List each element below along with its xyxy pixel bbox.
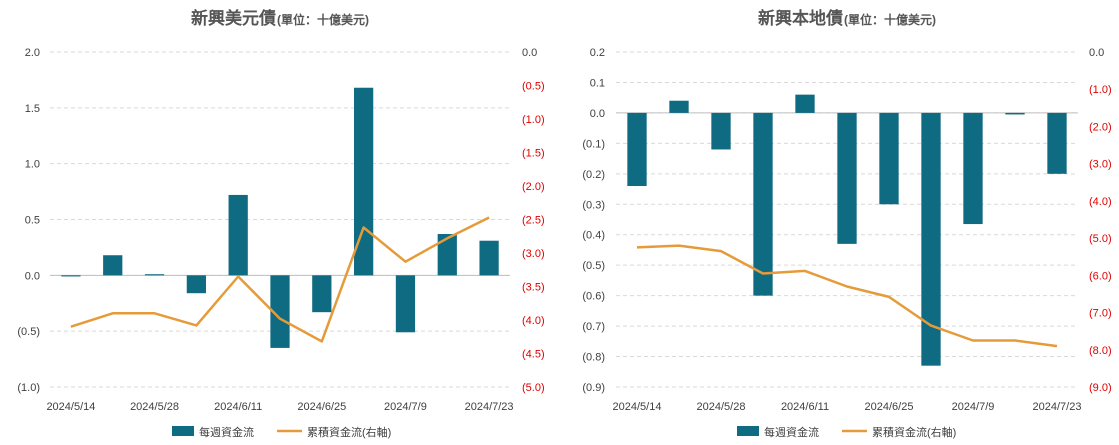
y-left-tick-label: 0.0	[590, 108, 605, 120]
weekly-flow-bar	[228, 194, 248, 276]
y-right-tick-label: (2.0)	[1089, 121, 1112, 133]
weekly-flow-bar	[963, 112, 983, 225]
chart-title-main: 新興美元債	[191, 8, 276, 28]
legend-bar-label: 每週資金流	[764, 425, 819, 439]
y-left-tick-label: 0.0	[25, 270, 40, 282]
y-left-tick-label: 2.0	[25, 47, 40, 59]
y-right-tick-label: (0.5)	[522, 81, 545, 93]
y-right-tick-label: 0.0	[1089, 47, 1104, 59]
x-tick-label: 2024/7/23	[1033, 401, 1082, 413]
weekly-flow-bar	[753, 112, 773, 296]
legend-bar-swatch	[172, 426, 194, 436]
y-left-tick-label: 1.0	[25, 159, 40, 171]
weekly-flow-bar	[354, 87, 374, 276]
y-right-tick-label: (3.0)	[1089, 159, 1112, 171]
legend: 每週資金流 累積資金流(右軸)	[737, 425, 956, 439]
weekly-flow-bar	[837, 112, 857, 244]
cumulative-flow-line	[70, 216, 490, 343]
y-right-tick-label: (7.0)	[1089, 308, 1112, 320]
y-right-tick-label: (4.5)	[522, 349, 545, 361]
y-right-tick-label: (6.0)	[1089, 270, 1112, 282]
y-right-tick-label: (9.0)	[1089, 382, 1112, 394]
x-tick-label: 2024/7/9	[384, 401, 427, 413]
weekly-flow-bar	[479, 240, 499, 276]
y-left-tick-label: (0.1)	[582, 138, 605, 150]
y-right-tick-label: (3.0)	[522, 248, 545, 260]
y-right-tick-label: (4.0)	[522, 315, 545, 327]
chart-title: 新興本地債(單位：十億美元)	[758, 8, 936, 28]
weekly-flow-bar	[437, 234, 457, 276]
weekly-flow-bar	[711, 112, 731, 150]
y-left-tick-label: (0.2)	[582, 169, 605, 181]
x-tick-label: 2024/7/9	[952, 401, 995, 413]
legend-line-label: 累積資金流(右軸)	[307, 425, 391, 439]
weekly-flow-bar	[395, 275, 416, 333]
y-right-tick-label: (1.0)	[522, 114, 545, 126]
x-tick-label: 2024/6/11	[214, 401, 262, 413]
x-tick-label: 2024/6/25	[865, 401, 914, 413]
weekly-flow-bar	[921, 112, 941, 366]
y-left-tick-label: (0.4)	[582, 230, 605, 242]
weekly-flow-bar	[144, 274, 165, 276]
weekly-flow-bar	[186, 275, 206, 294]
chart-title-unit: (單位：十億美元)	[844, 12, 936, 27]
weekly-flow-bar	[879, 112, 899, 205]
weekly-flow-bar	[103, 255, 123, 276]
y-right-tick-label: (5.0)	[1089, 233, 1112, 245]
x-tick-label: 2024/6/25	[297, 401, 346, 413]
chart-panel-2: 新興本地債(單位：十億美元) 0.2 0.1 0.0 (0.1) (0.2) (0.3) (0…	[582, 8, 1111, 439]
y-left-tick-label: 0.5	[25, 215, 40, 227]
weekly-flow-bar	[312, 275, 332, 313]
legend-bar-swatch	[737, 426, 759, 436]
y-left-tick-label: 1.5	[25, 103, 40, 115]
y-left-tick-label: (0.8)	[582, 352, 605, 364]
y-left-tick-label: (0.3)	[582, 199, 605, 211]
weekly-flow-bar	[270, 275, 290, 348]
chart-title: 新興美元債(單位：十億美元)	[191, 8, 369, 28]
weekly-flow-bar	[61, 275, 81, 277]
y-left-tick-label: 0.1	[590, 77, 605, 89]
chart-title-main: 新興本地債	[758, 8, 843, 28]
chart-panel-1: 新興美元債(單位：十億美元) 2.0 1.5 1.0 0.5 0.0 (0.5) (1.0) 0…	[17, 8, 544, 439]
x-tick-label: 2024/5/14	[613, 401, 662, 413]
weekly-flow-bar	[1005, 112, 1025, 115]
y-left-tick-label: (0.6)	[582, 291, 605, 303]
x-tick-label: 2024/7/23	[465, 401, 514, 413]
y-left-tick-label: (0.5)	[582, 260, 605, 272]
cumulative-flow-line	[636, 244, 1058, 348]
y-right-tick-label: 0.0	[522, 47, 537, 59]
x-tick-label: 2024/6/11	[781, 401, 829, 413]
legend-line-label: 累積資金流(右軸)	[872, 425, 956, 439]
y-left-tick-label: 0.2	[590, 47, 605, 59]
weekly-flow-bar	[1047, 112, 1067, 174]
y-right-tick-label: (2.5)	[522, 215, 545, 227]
x-tick-label: 2024/5/14	[46, 401, 95, 413]
x-tick-label: 2024/5/28	[697, 401, 746, 413]
x-tick-label: 2024/5/28	[130, 401, 179, 413]
y-right-tick-label: (1.0)	[1089, 84, 1112, 96]
y-left-tick-label: (0.9)	[582, 382, 605, 394]
y-right-tick-label: (4.0)	[1089, 196, 1112, 208]
weekly-flow-bar	[669, 100, 689, 113]
y-right-tick-label: (3.5)	[522, 282, 545, 294]
y-left-tick-label: (0.7)	[582, 321, 605, 333]
y-left-tick-label: (1.0)	[17, 382, 40, 394]
weekly-flow-bar	[627, 112, 647, 186]
y-right-tick-label: (8.0)	[1089, 345, 1112, 357]
y-right-tick-label: (1.5)	[522, 148, 545, 160]
legend-bar-label: 每週資金流	[199, 425, 254, 439]
chart-title-unit: (單位：十億美元)	[277, 12, 369, 27]
weekly-flow-bar	[795, 94, 815, 113]
y-right-tick-label: (2.0)	[522, 181, 545, 193]
y-left-tick-label: (0.5)	[17, 326, 40, 338]
y-right-tick-label: (5.0)	[522, 382, 545, 394]
legend: 每週資金流 累積資金流(右軸)	[172, 425, 391, 439]
